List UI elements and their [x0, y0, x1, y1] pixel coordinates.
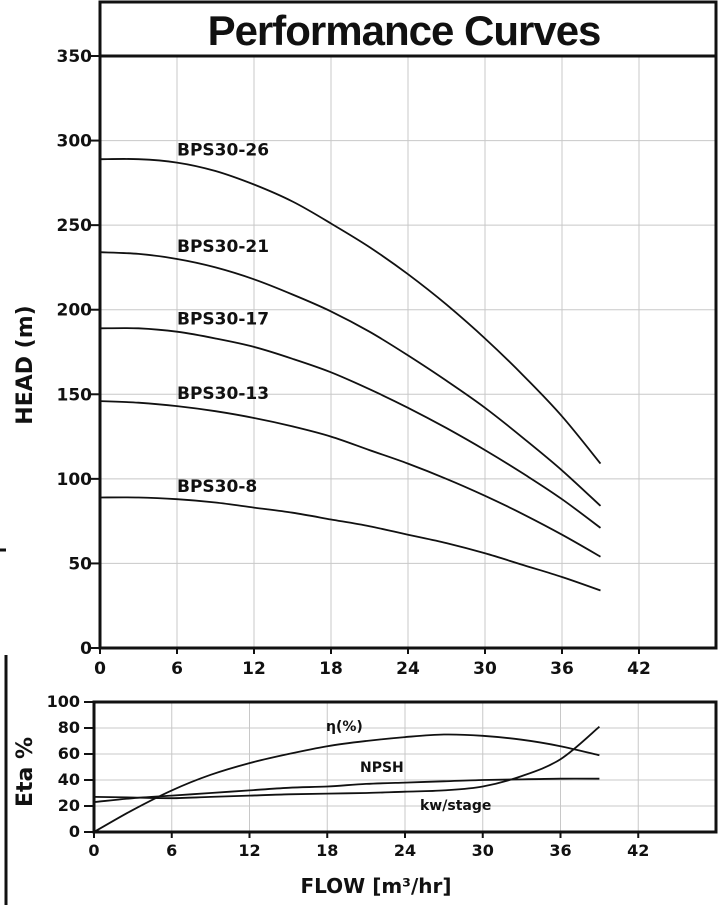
head-y-tick-label: 300	[57, 132, 93, 152]
kw-stage-curve-label: kw/stage	[420, 798, 491, 814]
head-x-tick-label: 36	[550, 659, 574, 679]
eta-y-tick-label: 100	[47, 692, 80, 711]
eta-y-tick-label: 0	[69, 822, 80, 841]
npsh-curve-label: NPSH	[360, 760, 404, 776]
head-curve-bps30-8	[99, 496, 601, 592]
head-y-tick-label: 250	[57, 216, 93, 236]
eta-y-axis-label: Eta %	[13, 737, 38, 807]
eta-grid	[94, 702, 716, 832]
head-y-ticks: 0 50 100 150 200 250 300 350	[57, 47, 100, 659]
eta-x-tick-label: 12	[238, 841, 260, 860]
head-grid	[100, 56, 716, 648]
head-curve-label-bps30-26: BPS30-26	[177, 141, 269, 161]
head-y-tick-label: 100	[57, 470, 93, 490]
head-curve-bps30-26	[99, 158, 602, 465]
head-curve-bps30-21	[99, 251, 602, 507]
eta-curve-npsh	[93, 726, 600, 800]
eta-x-tick-label: 36	[549, 841, 571, 860]
head-y-tick-label: 200	[57, 301, 93, 321]
head-curve-label-bps30-17: BPS30-17	[177, 310, 269, 330]
head-y-axis-label: HEAD (m)	[13, 305, 38, 424]
eta-y-tick-label: 20	[58, 796, 80, 815]
eta-y-tick-label: 80	[58, 718, 80, 737]
eta-curve--	[93, 733, 600, 833]
eta-x-tick-label: 0	[88, 841, 99, 860]
title-box	[98, 0, 718, 58]
head-x-tick-label: 12	[242, 659, 266, 679]
head-curves	[99, 158, 602, 592]
head-series-labels: BPS30-26 BPS30-21 BPS30-17 BPS30-13 BPS30-8	[177, 141, 269, 498]
head-y-tick-label: 350	[57, 47, 93, 67]
head-x-tick-label: 6	[171, 659, 183, 679]
eta-x-tick-label: 42	[627, 841, 649, 860]
x-axis-label: FLOW [m³/hr]	[300, 874, 451, 898]
eta-x-tick-label: 18	[316, 841, 338, 860]
eta-x-tick-label: 6	[166, 841, 177, 860]
chart-title: Performance Curves	[208, 7, 601, 54]
eta-x-ticks: 0 6 12 18 24 30 36 42	[88, 832, 649, 860]
eta-y-tick-label: 40	[58, 770, 80, 789]
head-curve-label-bps30-8: BPS30-8	[177, 477, 257, 497]
head-y-tick-label: 50	[68, 554, 92, 574]
head-x-tick-label: 42	[627, 659, 651, 679]
head-x-tick-label: 24	[396, 659, 420, 679]
head-curve-label-bps30-13: BPS30-13	[177, 384, 269, 404]
eta-y-ticks: 0 20 40 60 80 100	[47, 692, 94, 841]
eta-curves	[93, 726, 600, 833]
eta-x-tick-label: 24	[394, 841, 416, 860]
head-curve-bps30-17	[99, 327, 602, 529]
head-curve-bps30-13	[99, 400, 601, 558]
eta-curve-kw-stage	[93, 777, 600, 803]
head-x-tick-label: 0	[94, 659, 106, 679]
eta-x-tick-label: 30	[472, 841, 494, 860]
eta-y-tick-label: 60	[58, 744, 80, 763]
eta-curve-label: η(%)	[326, 719, 363, 735]
head-x-tick-label: 18	[319, 659, 343, 679]
head-x-tick-label: 30	[473, 659, 497, 679]
head-x-ticks: 0 6 12 18 24 30 36 42	[94, 648, 651, 679]
head-y-tick-label: 150	[57, 385, 93, 405]
head-y-tick-label: 0	[80, 639, 92, 659]
head-curve-label-bps30-21: BPS30-21	[177, 237, 269, 257]
